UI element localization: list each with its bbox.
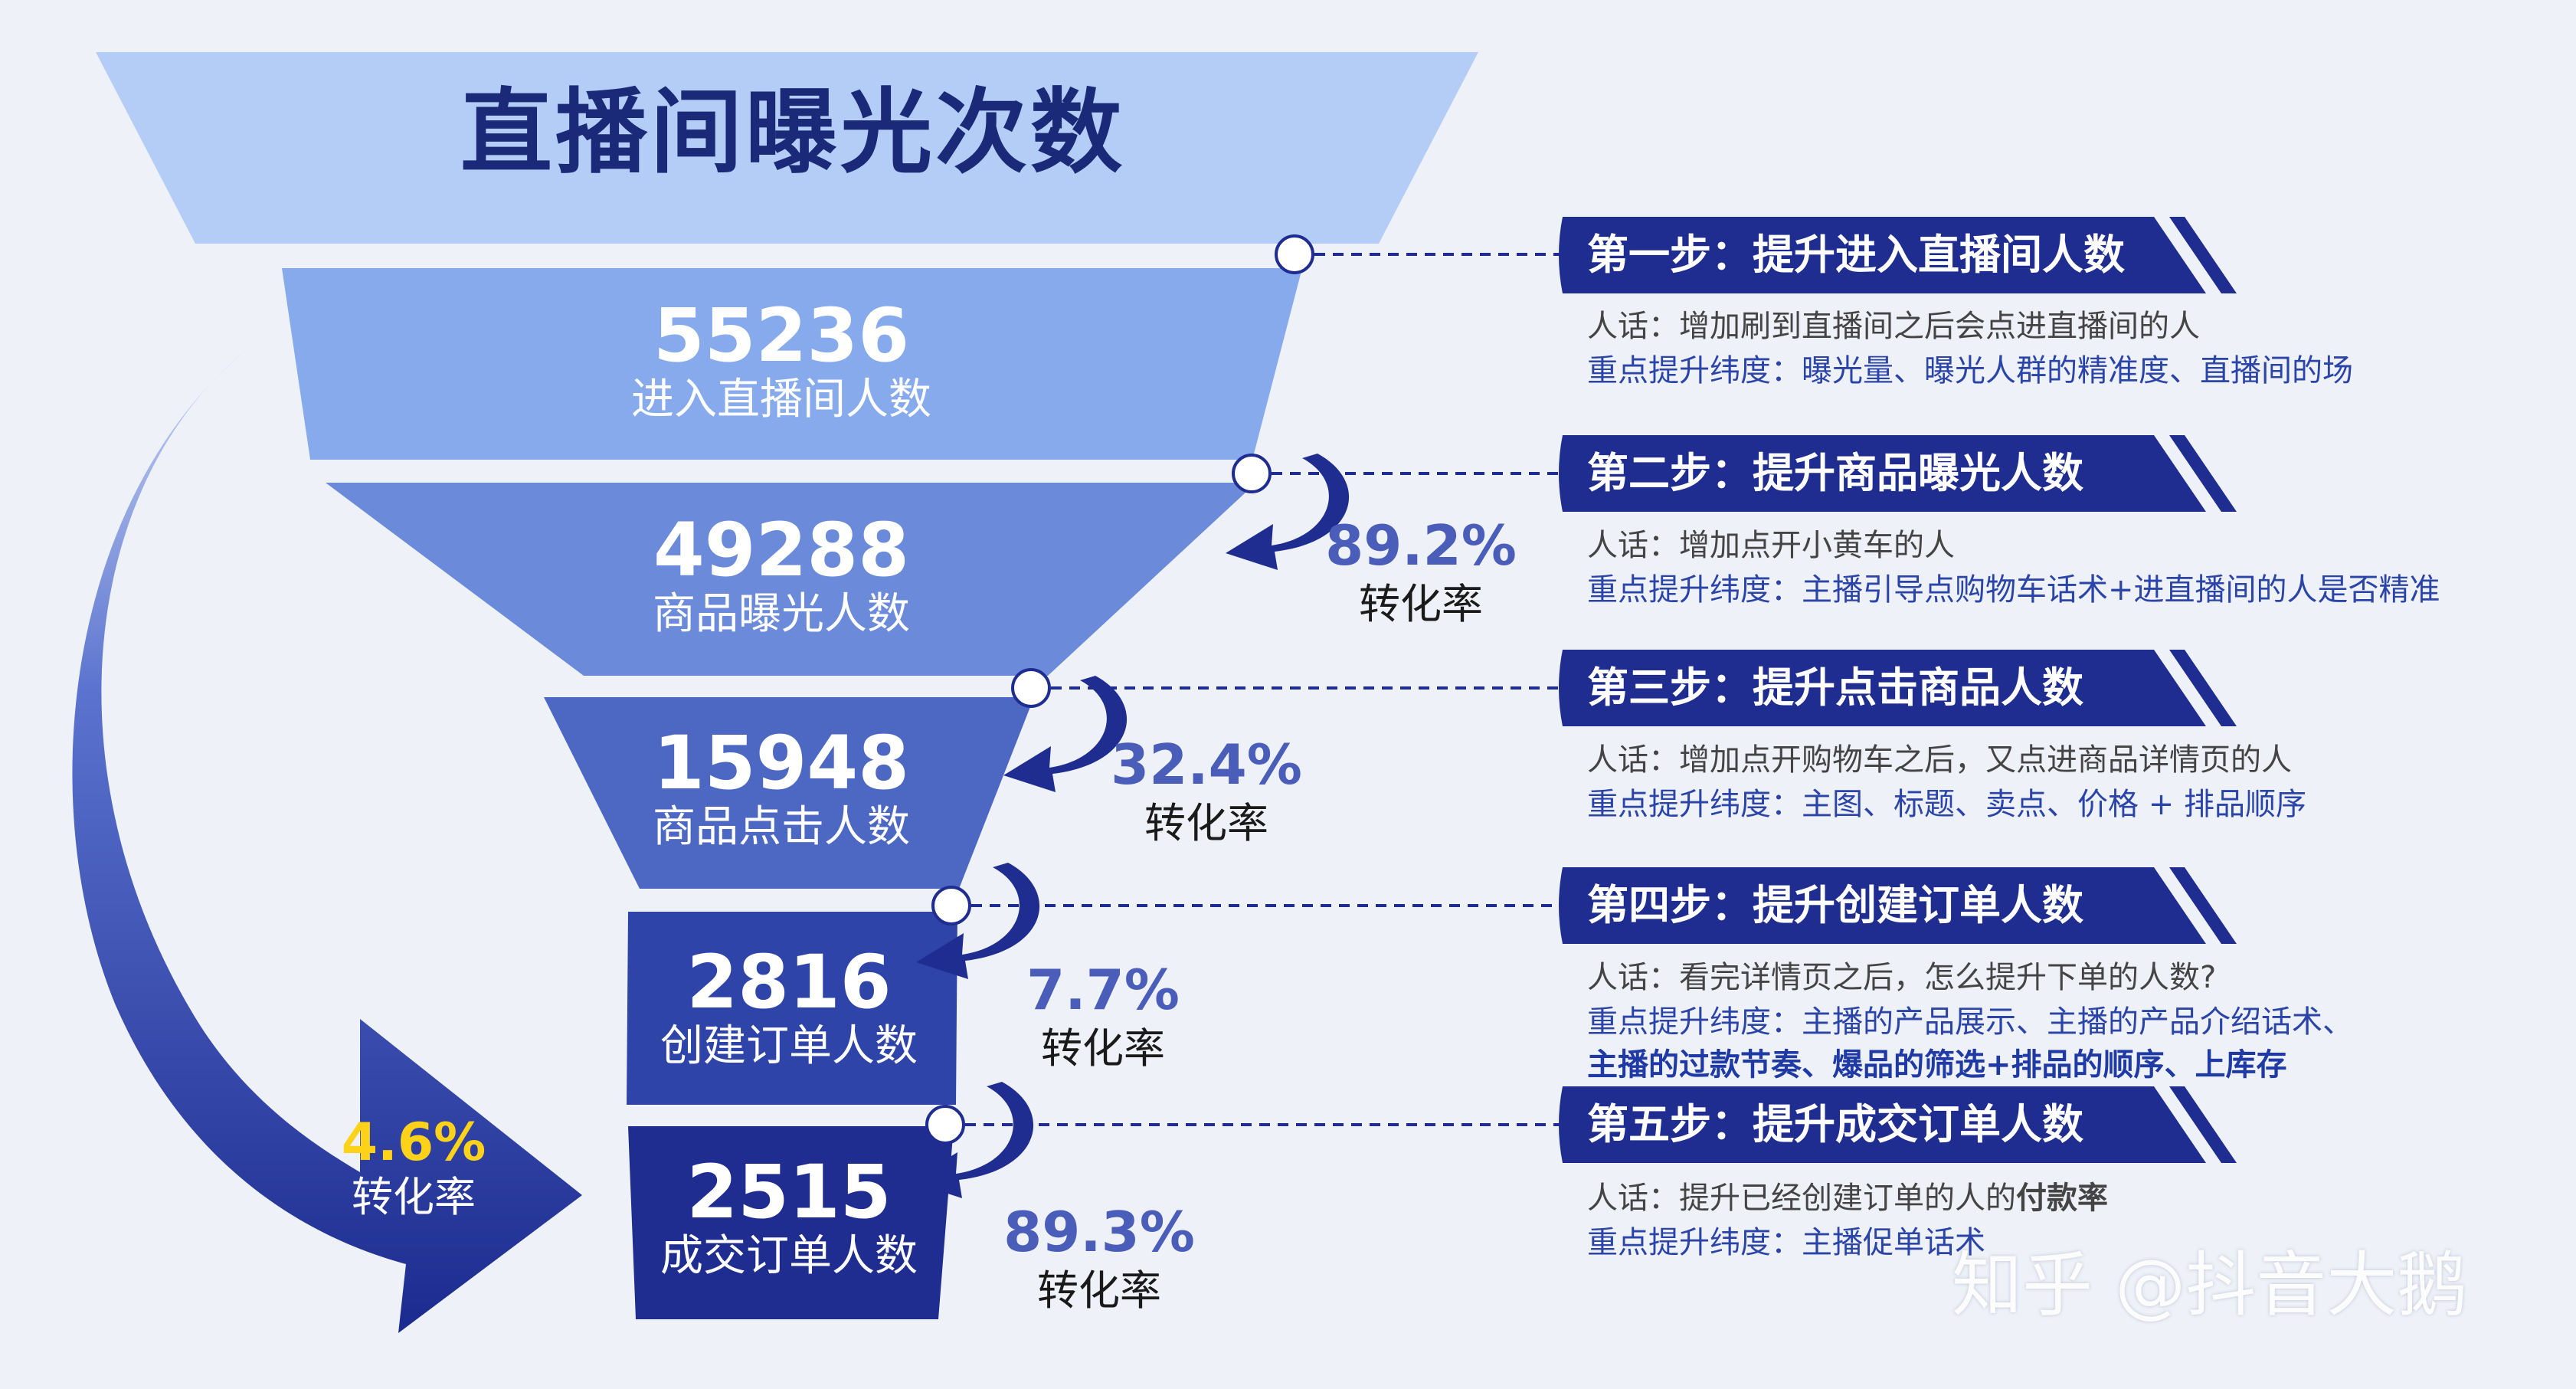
overall-ribbon-arrow <box>72 345 582 1333</box>
funnel-level-4-value: 2816 <box>686 939 892 1025</box>
step-5-desc-prefix: 人话：提升已经创建订单的人的 <box>1587 1181 2016 1216</box>
overall-rate: 4.6% 转化率 <box>322 1117 506 1218</box>
page-title: 直播间曝光次数 <box>460 80 1125 186</box>
step-3-title: 第三步：提升点击商品人数 <box>1587 663 2083 712</box>
funnel-level-1-text: 55236 进入直播间人数 <box>475 299 1088 421</box>
funnel-level-5-value: 2515 <box>686 1149 892 1235</box>
conversion-rate-3-label: 转化率 <box>1041 1024 1165 1073</box>
conversion-rate-4-pct: 89.3% <box>1003 1200 1195 1264</box>
step-5-desc: 人话：提升已经创建订单的人的付款率 <box>1587 1183 2108 1214</box>
connector-lines <box>965 253 1563 1126</box>
step-2-title: 第二步：提升商品曝光人数 <box>1587 449 2083 497</box>
funnel-title-bar <box>96 52 1478 244</box>
step-3-focus: 重点提升纬度：主图、标题、卖点、价格 + 排品顺序 <box>1587 787 2306 822</box>
funnel-level-5-text: 2515 成交订单人数 <box>475 1155 1103 1278</box>
funnel-level-2-label: 商品曝光人数 <box>653 589 910 639</box>
conversion-rate-4-label: 转化率 <box>1037 1266 1161 1315</box>
step-4-title: 第四步：提升创建订单人数 <box>1587 881 2083 929</box>
step-1-desc: 人话：增加刷到直播间之后会点进直播间的人 <box>1587 309 2200 344</box>
step-1-title: 第一步：提升进入直播间人数 <box>1587 231 2125 279</box>
conversion-rate-2: 32.4% 转化率 <box>1088 737 1325 844</box>
funnel-level-4 <box>627 912 957 1105</box>
conversion-rate-3: 7.7% 转化率 <box>996 962 1210 1070</box>
step-2-desc: 人话：增加点开小黄车的人 <box>1587 528 1955 563</box>
step-1-focus: 重点提升纬度：曝光量、曝光人群的精准度、直播间的场 <box>1587 353 2353 388</box>
step-5-focus: 重点提升纬度：主播促单话术 <box>1587 1225 1985 1260</box>
step-banner-stripes <box>2169 217 2237 1163</box>
conversion-rate-1-pct: 89.2% <box>1325 513 1517 578</box>
funnel-level-5 <box>628 1126 954 1319</box>
step-4-focus-extra: 主播的过款节奏、爆品的筛选+排品的顺序、上库存 <box>1587 1047 2287 1083</box>
funnel-level-2-value: 49288 <box>653 507 909 593</box>
conversion-rate-1-label: 转化率 <box>1359 580 1483 628</box>
step-2-focus: 重点提升纬度：主播引导点购物车话术+进直播间的人是否精准 <box>1587 572 2440 608</box>
step-5-desc-bold: 付款率 <box>2016 1181 2108 1216</box>
overall-rate-pct: 4.6% <box>341 1112 486 1173</box>
conversion-rate-2-label: 转化率 <box>1144 799 1268 847</box>
funnel-level-4-label: 创建订单人数 <box>660 1021 918 1071</box>
funnel-level-2 <box>326 483 1256 676</box>
funnel-level-1 <box>282 268 1302 460</box>
step-4-desc: 人话：看完详情页之后，怎么提升下单的人数? <box>1587 960 2217 995</box>
watermark: 知乎 @抖音大鹅 <box>1952 1244 2468 1326</box>
overall-rate-label: 转化率 <box>352 1173 476 1221</box>
conversion-rate-2-pct: 32.4% <box>1111 732 1302 797</box>
conversion-rate-3-pct: 7.7% <box>1026 958 1180 1022</box>
conversion-rate-4: 89.3% 转化率 <box>980 1204 1218 1312</box>
funnel-level-3-text: 15948 商品点击人数 <box>475 726 1088 849</box>
funnel-level-1-value: 55236 <box>653 293 909 378</box>
funnel-level-3 <box>544 697 1034 889</box>
funnel-level-3-label: 商品点击人数 <box>653 802 910 852</box>
funnel-level-5-label: 成交订单人数 <box>660 1231 918 1281</box>
funnel-level-1-label: 进入直播间人数 <box>631 375 931 424</box>
small-curved-arrows <box>910 454 1350 1198</box>
conversion-rate-1: 89.2% 转化率 <box>1302 518 1540 625</box>
connector-dots <box>925 234 1314 1145</box>
step-3-desc: 人话：增加点开购物车之后，又点进商品详情页的人 <box>1587 742 2292 778</box>
step-banners <box>1559 217 2206 1163</box>
funnel-level-3-value: 15948 <box>653 720 909 806</box>
step-4-focus: 重点提升纬度：主播的产品展示、主播的产品介绍话术、 <box>1587 1004 2353 1040</box>
funnel-level-2-text: 49288 商品曝光人数 <box>475 513 1088 636</box>
funnel-level-4-text: 2816 创建订单人数 <box>475 945 1103 1068</box>
step-5-title: 第五步：提升成交订单人数 <box>1587 1100 2083 1148</box>
